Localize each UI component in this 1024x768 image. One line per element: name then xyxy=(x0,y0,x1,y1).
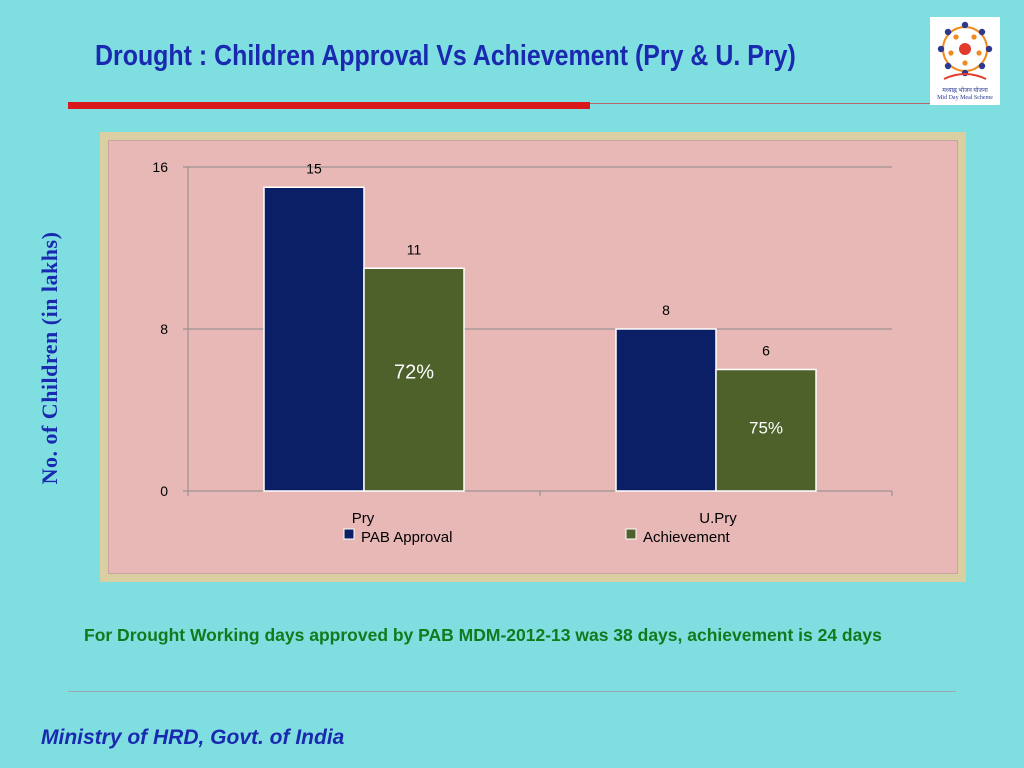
mid-day-meal-logo: मध्याह्न भोजन योजना Mid Day Meal Scheme xyxy=(930,17,1000,105)
y-tick-label: 16 xyxy=(152,159,168,175)
footer-divider xyxy=(68,691,956,692)
legend-swatch xyxy=(625,528,637,540)
bar-achievement xyxy=(715,368,817,492)
bar-pab-approval xyxy=(263,186,365,492)
ministry-footer: Ministry of HRD, Govt. of India xyxy=(41,726,345,749)
x-tick-label: Pry xyxy=(352,510,375,527)
slide-title: Drought : Children Approval Vs Achieveme… xyxy=(95,40,796,72)
data-label: 8 xyxy=(662,302,670,318)
bar-chart: 0 8 16 15 11 72% Pry 8 6 75% U.Pry PAB Approval Achi… xyxy=(152,159,893,546)
percent-label: 72% xyxy=(394,361,434,383)
title-underline-thin xyxy=(590,103,930,104)
data-label: 11 xyxy=(407,241,422,257)
percent-label: 75% xyxy=(749,419,783,438)
data-label: 15 xyxy=(306,160,322,176)
logo-hindi-text: मध्याह्न भोजन योजना xyxy=(942,88,988,94)
logo-caption: Mid Day Meal Scheme xyxy=(937,95,993,101)
legend-entry: Achievement xyxy=(643,529,731,546)
drought-note: For Drought Working days approved by PAB… xyxy=(84,625,882,645)
y-tick-label: 0 xyxy=(160,483,168,499)
legend-entry: PAB Approval xyxy=(361,529,452,546)
y-axis-label: No. of Children (in lakhs) xyxy=(37,231,62,485)
logo-emblem-icon xyxy=(937,21,993,80)
data-label: 6 xyxy=(762,343,770,359)
bar-pab-approval xyxy=(615,328,717,492)
x-tick-label: U.Pry xyxy=(699,510,737,527)
chart-frame: 0 8 16 15 11 72% Pry 8 6 75% U.Pry PAB Approval Achi… xyxy=(100,132,966,582)
legend-swatch xyxy=(343,528,355,540)
y-tick-label: 8 xyxy=(160,321,168,337)
chart-plot-area xyxy=(108,140,958,574)
bar-achievement xyxy=(363,267,465,492)
title-underline-red xyxy=(68,102,590,109)
